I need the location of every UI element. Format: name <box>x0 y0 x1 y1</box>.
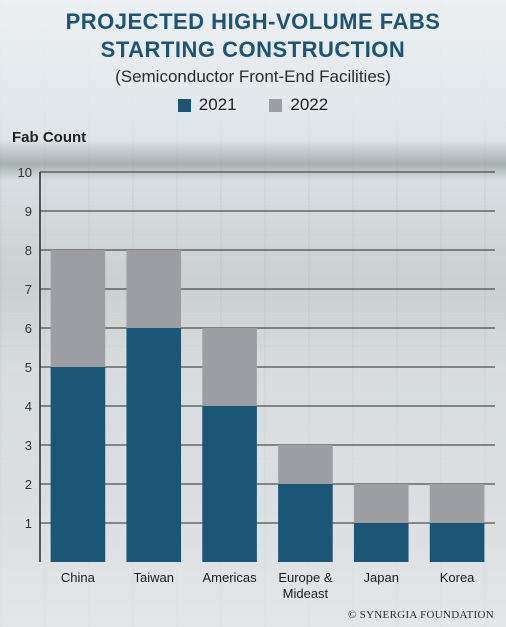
y-tick-label-3: 3 <box>25 438 32 453</box>
y-tick-label-2: 2 <box>25 477 32 492</box>
bar-2022-3 <box>278 445 333 484</box>
x-category-label-1: Taiwan <box>134 570 174 585</box>
legend-swatch-2022 <box>269 98 283 112</box>
chart-title-line-1: PROJECTED HIGH-VOLUME FABS <box>65 9 441 34</box>
x-category-label-line: Europe & <box>278 570 333 585</box>
y-tick-label-1: 1 <box>25 516 32 531</box>
y-tick-label-4: 4 <box>25 399 32 414</box>
legend-item-2022: 2022 <box>269 95 328 115</box>
bar-2021-0 <box>50 367 106 562</box>
y-tick-label-8: 8 <box>25 243 32 258</box>
x-category-label-2: Americas <box>202 570 257 585</box>
legend-label-2021: 2021 <box>198 95 237 114</box>
x-category-label-line: China <box>61 570 96 585</box>
copyright-footer: © SYNERGIA FOUNDATION <box>347 609 494 621</box>
x-category-label-line: Japan <box>364 570 399 585</box>
chart-legend: 2021 2022 <box>0 95 506 117</box>
y-tick-labels: 1 2 3 4 5 6 7 8 9 10 <box>18 165 32 531</box>
bar-2021-1 <box>126 328 182 562</box>
legend-swatch-2021 <box>177 98 191 112</box>
x-category-label-4: Japan <box>364 570 399 585</box>
y-tick-label-6: 6 <box>25 321 32 336</box>
bar-2022-5 <box>429 484 485 523</box>
x-category-labels: China Taiwan Americas Europe & Mideast Japan K… <box>61 570 475 601</box>
x-category-label-line: Taiwan <box>134 570 174 585</box>
bars <box>50 250 485 562</box>
bar-2022-1 <box>126 250 182 328</box>
y-tick-label-10: 10 <box>18 165 32 180</box>
x-category-label-5: Korea <box>440 570 475 585</box>
x-category-label-3: Europe & Mideast <box>278 570 333 601</box>
x-category-label-line: Americas <box>202 570 257 585</box>
chart-title: PROJECTED HIGH-VOLUME FABS STARTING CONS… <box>0 8 506 64</box>
legend-label-2022: 2022 <box>290 95 329 114</box>
y-tick-label-5: 5 <box>25 360 32 375</box>
x-category-label-line: Korea <box>440 570 475 585</box>
bar-2022-0 <box>50 250 106 367</box>
chart-subtitle: (Semiconductor Front-End Facilities) <box>115 67 391 86</box>
y-tick-label-9: 9 <box>25 204 32 219</box>
legend-item-2021: 2021 <box>177 95 237 115</box>
bar-2021-3 <box>278 484 333 562</box>
chart-title-line-2: STARTING CONSTRUCTION <box>100 37 406 62</box>
bar-2021-4 <box>353 523 409 562</box>
background-treeline <box>0 140 506 180</box>
bar-2021-2 <box>202 406 257 562</box>
x-category-label-0: China <box>61 570 96 585</box>
y-tick-label-7: 7 <box>25 282 32 297</box>
bar-2022-4 <box>353 484 409 523</box>
x-category-label-line: Mideast <box>283 586 329 601</box>
bar-2022-2 <box>202 328 257 406</box>
bar-2021-5 <box>429 523 485 562</box>
y-axis-label: Fab Count <box>12 129 86 146</box>
gridlines <box>40 171 495 524</box>
